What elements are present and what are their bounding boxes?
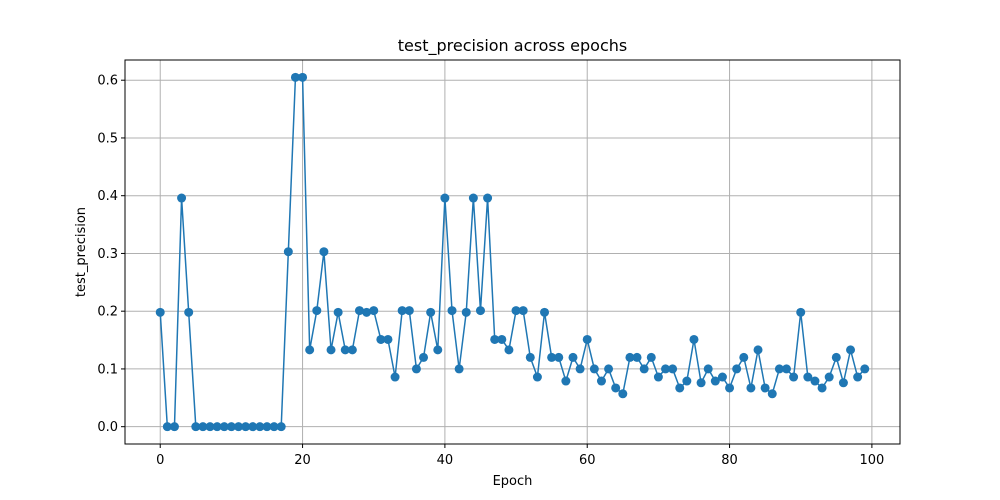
data-point xyxy=(782,364,791,373)
data-point xyxy=(383,335,392,344)
data-point xyxy=(469,194,478,203)
data-point xyxy=(796,308,805,317)
data-point xyxy=(739,353,748,362)
y-tick-label: 0.4 xyxy=(97,189,118,204)
grid-lines xyxy=(125,60,900,444)
data-point xyxy=(746,383,755,392)
data-point xyxy=(647,353,656,362)
data-point xyxy=(312,306,321,315)
data-point xyxy=(476,306,485,315)
data-point xyxy=(426,308,435,317)
data-point xyxy=(526,353,535,362)
data-point xyxy=(568,353,577,362)
data-point xyxy=(640,364,649,373)
data-point xyxy=(633,353,642,362)
data-point xyxy=(853,373,862,382)
data-point xyxy=(576,364,585,373)
data-point xyxy=(497,335,506,344)
x-tick-label: 100 xyxy=(859,453,884,468)
data-point xyxy=(725,383,734,392)
data-point xyxy=(810,377,819,386)
data-point xyxy=(433,345,442,354)
data-point xyxy=(519,306,528,315)
data-point xyxy=(839,378,848,387)
data-point xyxy=(277,422,286,431)
y-axis-label: test_precision xyxy=(74,207,89,297)
y-tick-label: 0.1 xyxy=(97,362,118,377)
data-point xyxy=(704,364,713,373)
data-point xyxy=(533,373,542,382)
data-point xyxy=(761,383,770,392)
y-tick-label: 0.5 xyxy=(97,131,118,146)
x-tick-label: 80 xyxy=(721,453,738,468)
y-tick-label: 0.3 xyxy=(97,247,118,262)
x-axis-label: Epoch xyxy=(493,474,533,489)
data-point xyxy=(689,335,698,344)
data-point xyxy=(540,308,549,317)
x-tick-label: 20 xyxy=(294,453,311,468)
data-point xyxy=(305,345,314,354)
data-point xyxy=(682,377,691,386)
data-point xyxy=(177,194,186,203)
series-layer xyxy=(156,73,870,431)
data-point xyxy=(825,373,834,382)
data-point xyxy=(789,373,798,382)
data-point xyxy=(604,364,613,373)
data-point xyxy=(618,389,627,398)
data-point xyxy=(334,308,343,317)
data-point xyxy=(170,422,179,431)
data-point xyxy=(561,377,570,386)
data-point xyxy=(184,308,193,317)
data-point xyxy=(818,383,827,392)
data-point xyxy=(754,345,763,354)
x-axis-ticks: 0 20 40 60 80 100 xyxy=(156,444,884,468)
y-tick-label: 0.2 xyxy=(97,305,118,320)
data-point xyxy=(156,308,165,317)
x-tick-label: 40 xyxy=(437,453,454,468)
y-tick-label: 0.0 xyxy=(97,420,118,435)
data-point xyxy=(504,345,513,354)
data-point xyxy=(369,306,378,315)
data-point xyxy=(718,373,727,382)
data-point xyxy=(348,345,357,354)
x-tick-label: 0 xyxy=(156,453,164,468)
data-point xyxy=(440,194,449,203)
data-point xyxy=(327,345,336,354)
data-point xyxy=(462,308,471,317)
data-point xyxy=(284,247,293,256)
data-point xyxy=(412,364,421,373)
data-point xyxy=(583,335,592,344)
x-tick-label: 60 xyxy=(579,453,596,468)
data-point xyxy=(832,353,841,362)
data-point xyxy=(448,306,457,315)
data-point xyxy=(668,364,677,373)
data-point xyxy=(391,373,400,382)
data-point xyxy=(298,73,307,82)
plot-area-border xyxy=(125,60,900,444)
data-point xyxy=(554,353,563,362)
data-point xyxy=(419,353,428,362)
data-point xyxy=(732,364,741,373)
data-point xyxy=(846,345,855,354)
data-point xyxy=(455,364,464,373)
data-point xyxy=(597,377,606,386)
chart-title: test_precision across epochs xyxy=(398,36,627,56)
series-line xyxy=(160,77,865,426)
data-point xyxy=(319,247,328,256)
data-point xyxy=(405,306,414,315)
data-point xyxy=(860,364,869,373)
data-point xyxy=(697,378,706,387)
y-tick-label: 0.6 xyxy=(97,74,118,89)
data-point xyxy=(675,383,684,392)
data-point xyxy=(483,194,492,203)
data-point xyxy=(768,389,777,398)
y-axis-ticks: 0.0 0.1 0.2 0.3 0.4 0.5 0.6 xyxy=(97,74,125,435)
data-point xyxy=(654,373,663,382)
data-point xyxy=(590,364,599,373)
data-point xyxy=(611,383,620,392)
